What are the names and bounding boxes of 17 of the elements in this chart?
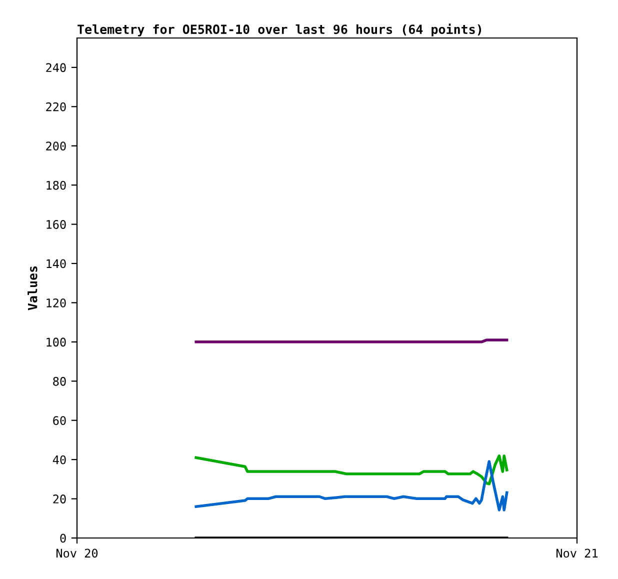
y-tick-label: 80 bbox=[53, 376, 66, 386]
y-tick-label: 200 bbox=[46, 142, 66, 151]
y-tick-label: 180 bbox=[46, 180, 66, 190]
y-tick-label: 0 bbox=[60, 534, 66, 543]
y-tick-label: 20 bbox=[53, 494, 66, 504]
y-tick-label: 100 bbox=[46, 338, 66, 347]
y-tick-label: 220 bbox=[46, 102, 66, 112]
x-tick-label: Nov 20 bbox=[56, 548, 98, 558]
y-tick-label: 160 bbox=[46, 220, 66, 229]
y-tick-label: 240 bbox=[46, 63, 66, 72]
y-tick-label: 40 bbox=[52, 455, 66, 464]
y-tick-label: 60 bbox=[53, 416, 66, 426]
y-axis-title: Values bbox=[28, 266, 38, 310]
y-tick-label: 140 bbox=[46, 259, 66, 268]
chart-title: Telemetry for OE5ROI-10 over last 96 hours (64 points) bbox=[78, 24, 482, 36]
x-tick-label: Nov 21 bbox=[556, 548, 598, 558]
y-tick-label: 120 bbox=[46, 298, 66, 308]
